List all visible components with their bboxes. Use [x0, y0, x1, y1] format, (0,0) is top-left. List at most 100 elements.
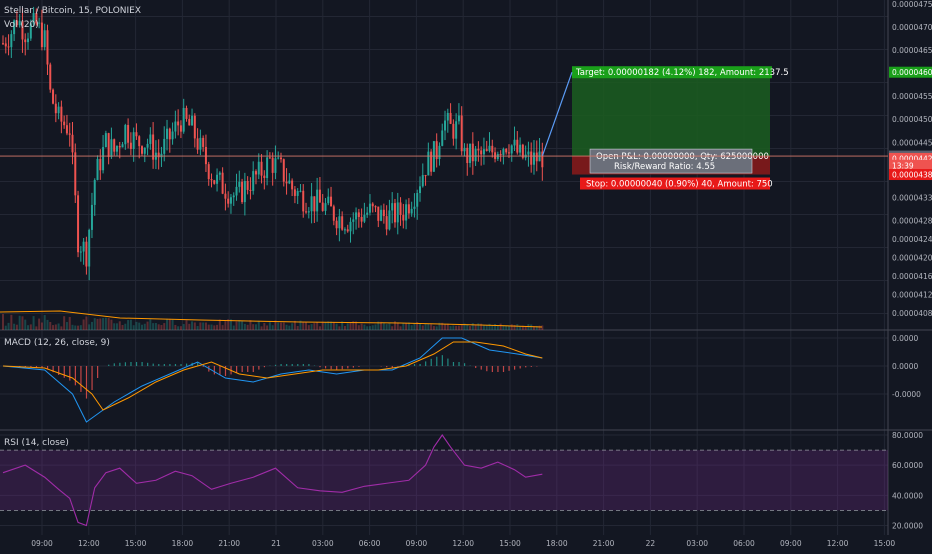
candle-body — [99, 159, 101, 170]
volume-bar — [458, 326, 460, 330]
candle-body — [483, 149, 485, 154]
candle-body — [69, 133, 71, 134]
candle-body — [258, 162, 260, 175]
candle-body — [363, 215, 365, 222]
volume-bar — [494, 324, 496, 330]
candle-body — [455, 121, 457, 138]
volume-bar — [497, 326, 499, 330]
volume-bar — [316, 322, 318, 330]
volume-bar — [33, 316, 35, 330]
candle-body — [197, 138, 199, 149]
macd-histogram-bar — [64, 366, 65, 378]
volume-bar — [197, 326, 199, 330]
candle-body — [280, 158, 282, 160]
volume-bar — [344, 326, 346, 330]
macd-histogram-bar — [258, 366, 259, 370]
time-tick-label: 03:00 — [686, 539, 708, 548]
time-tick-label: 21 — [271, 539, 281, 548]
candle-body — [480, 150, 482, 154]
volume-bar — [450, 326, 452, 330]
macd-histogram-bar — [130, 362, 131, 366]
volume-bar — [155, 323, 157, 330]
volume-bar — [160, 325, 162, 330]
macd-histogram-bar — [114, 363, 115, 366]
candle-body — [211, 179, 213, 180]
candle-body — [216, 175, 218, 184]
position-tool[interactable]: Target: 0.00000182 (4.12%) 182, Amount: … — [572, 66, 789, 189]
candle-body — [24, 39, 26, 42]
candle-body — [180, 125, 182, 131]
candle-body — [135, 132, 137, 136]
candle-body — [302, 191, 304, 212]
candle-body — [477, 149, 479, 151]
candle-body — [511, 145, 513, 153]
volume-bar — [102, 318, 104, 330]
volume-bar — [383, 323, 385, 330]
volume-bar — [302, 322, 304, 330]
macd-histogram-bar — [147, 363, 148, 366]
macd-histogram-bar — [119, 363, 120, 366]
volume-bar — [141, 325, 143, 330]
candle-body — [227, 199, 229, 204]
volume-bar — [541, 325, 543, 330]
volume-bar — [427, 324, 429, 330]
candle-body — [185, 108, 187, 119]
volume-bar — [336, 324, 338, 330]
candle-body — [380, 210, 382, 221]
candle-body — [158, 153, 160, 158]
candle-body — [322, 203, 324, 211]
volume-bar — [419, 323, 421, 330]
candle-body — [177, 122, 179, 126]
volume-bar — [475, 325, 477, 330]
time-tick-label: 12:00 — [827, 539, 849, 548]
candle-body — [238, 182, 240, 187]
candle-body — [2, 43, 4, 44]
candle-body — [8, 46, 10, 47]
time-tick-label: 18:00 — [546, 539, 568, 548]
volume-bar — [91, 322, 93, 330]
volume-bar — [69, 317, 71, 330]
volume-bar — [113, 323, 115, 330]
macd-histogram-bar — [431, 359, 432, 366]
volume-bar — [163, 323, 165, 330]
candle-body — [274, 158, 276, 173]
macd-histogram-bar — [286, 364, 287, 366]
candle-body — [441, 130, 443, 145]
volume-bar — [388, 323, 390, 330]
volume-bar — [194, 322, 196, 330]
candle-body — [427, 152, 429, 176]
candle-body — [241, 182, 243, 202]
time-tick-label: 15:00 — [499, 539, 521, 548]
volume-bar — [369, 326, 371, 330]
candle-body — [272, 158, 274, 173]
macd-label: MACD (12, 26, close, 9) — [4, 338, 110, 348]
volume-bar — [80, 325, 82, 330]
macd-histogram-bar — [247, 366, 248, 372]
candle-body — [166, 129, 168, 139]
candle-body — [149, 134, 151, 143]
candle-body — [247, 181, 249, 190]
macd-histogram-bar — [420, 364, 421, 366]
macd-histogram-bar — [464, 363, 465, 366]
volume-bar — [430, 324, 432, 330]
rsi-tick-label: 60.0000 — [892, 461, 923, 470]
candle-body — [466, 148, 468, 163]
volume-bar — [41, 322, 43, 330]
candle-body — [108, 133, 110, 157]
volume-bar — [491, 326, 493, 330]
candle-body — [169, 129, 171, 140]
volume-bar — [130, 320, 132, 330]
candle-body — [527, 152, 529, 155]
candle-body — [191, 116, 193, 126]
volume-bar — [400, 326, 402, 330]
macd-histogram-bar — [453, 362, 454, 366]
volume-bar — [238, 320, 240, 330]
candle-body — [52, 90, 54, 104]
candle-body — [130, 143, 132, 149]
macd-histogram-bar — [481, 366, 482, 370]
volume-bar — [135, 322, 137, 330]
